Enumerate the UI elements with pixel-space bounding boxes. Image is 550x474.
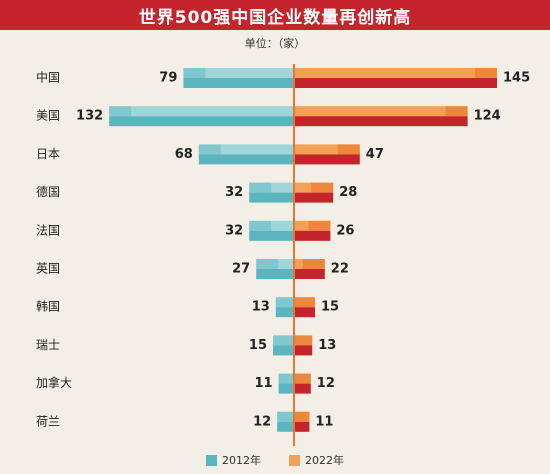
bar-2022-front [294,116,468,127]
category-label: 加拿大 [36,375,72,390]
category-label: 瑞士 [36,338,60,352]
bar-2012-top [183,68,294,78]
value-label-2012: 27 [232,262,250,277]
value-label-2012: 15 [249,338,267,353]
value-label-2012: 68 [175,147,193,162]
bar-2012-top [109,106,294,117]
value-label-2022: 13 [318,338,336,353]
bar-2022-front [294,345,313,356]
category-label: 法国 [36,223,60,237]
bar-2012-front [183,78,294,88]
bar-2022-cap [294,335,313,346]
bar-2022-cap [294,373,311,384]
bar-2022-front [294,154,360,165]
bar-2012-top [278,373,294,384]
bar-2012-top [273,335,294,346]
bar-2012-front [277,421,294,432]
unit-label: 单位：（家） [244,37,306,50]
bar-2012-cap [249,220,272,231]
bar-2022-cap [294,411,310,422]
bar-2012-front [278,383,294,394]
value-label-2012: 13 [252,300,270,315]
bar-2012-cap [109,106,132,117]
bar-2022-top [294,68,497,78]
value-label-2012: 11 [255,376,273,391]
legend-swatch-2012 [206,454,217,466]
bar-2012-front [198,154,294,165]
value-label-2022: 26 [336,223,354,238]
bar-2022-cap [475,68,497,78]
value-label-2022: 15 [321,300,339,315]
bar-2012-top [249,220,294,231]
value-label-2022: 28 [339,185,357,200]
bar-2012-cap [256,259,279,269]
category-label: 荷兰 [36,414,60,428]
bar-2022-front [294,78,497,88]
value-label-2022: 12 [317,376,335,391]
value-label-2022: 124 [474,109,501,124]
bar-2022-cap [302,259,325,269]
category-label: 德国 [36,184,60,199]
bar-2022-cap [445,106,468,117]
legend-item-2022: 2022年 [289,452,344,468]
bar-2022-top [294,106,468,117]
value-label-2022: 11 [315,414,333,429]
legend-item-2012: 2012年 [206,452,261,468]
bar-2012-cap [249,182,272,193]
bar-2022-front [294,230,331,241]
bar-2012-cap [198,144,221,155]
bar-2012-front [256,269,294,279]
bar-2022-cap [337,144,360,155]
bar-2012-top [275,297,294,308]
chart-title: 世界500强中国企业数量再创新高 [138,7,412,28]
bar-2012-cap [183,68,206,78]
bar-2012-cap [277,411,294,422]
category-label: 中国 [36,70,60,85]
value-label-2022: 145 [503,71,530,86]
bar-2022-front [294,307,315,318]
value-label-2022: 47 [366,147,384,162]
title-bar: 世界500强中国企业数量再创新高 [0,0,550,30]
bar-2012-front [273,345,294,356]
legend-swatch-2022 [289,454,300,466]
value-label-2012: 32 [225,185,243,200]
bar-2012-front [249,192,294,203]
bar-2012-front [249,230,294,241]
legend-label-2022: 2022年 [305,454,344,467]
bar-2022-top [294,144,360,155]
category-label: 日本 [36,147,60,161]
legend-label-2012: 2012年 [222,454,261,467]
legend: 2012年 2022年 [0,452,550,468]
bar-2022-front [294,383,311,394]
category-label: 美国 [36,109,60,123]
bar-2012-front [109,116,294,127]
bar-2022-cap [308,220,331,231]
bar-2022-front [294,421,310,432]
bar-2012-top [249,182,294,193]
bar-2022-front [294,192,334,203]
bar-2012-top [277,411,294,422]
bar-2022-front [294,269,325,279]
bar-2022-cap [294,297,315,308]
value-label-2012: 12 [253,414,271,429]
bar-2012-front [275,307,294,318]
bar-2022-cap [311,182,334,193]
bar-2012-cap [273,335,294,346]
bar-2012-top [198,144,294,155]
value-label-2012: 132 [76,109,103,124]
value-label-2012: 32 [225,223,243,238]
bar-2012-cap [275,297,294,308]
category-label: 韩国 [36,299,60,314]
bar-2012-top [256,259,294,269]
category-label: 英国 [36,262,60,276]
bar-2012-cap [278,373,294,384]
value-label-2012: 79 [159,71,177,86]
value-label-2022: 22 [331,262,349,277]
